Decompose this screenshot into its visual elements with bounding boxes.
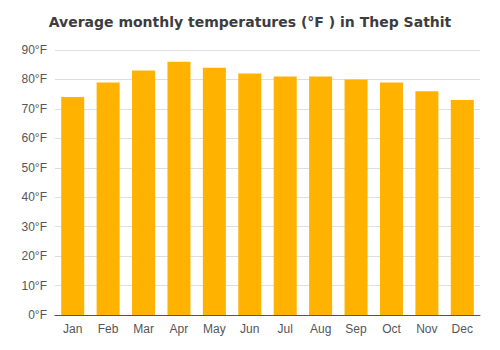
svg-text:May: May	[203, 322, 226, 336]
svg-text:Jul: Jul	[278, 322, 293, 336]
svg-text:40°F: 40°F	[22, 190, 47, 204]
svg-text:Feb: Feb	[98, 322, 119, 336]
svg-text:50°F: 50°F	[22, 161, 47, 175]
svg-text:0°F: 0°F	[28, 308, 47, 322]
svg-text:Mar: Mar	[133, 322, 154, 336]
svg-text:Nov: Nov	[416, 322, 437, 336]
svg-text:Aug: Aug	[310, 322, 331, 336]
svg-text:20°F: 20°F	[22, 249, 47, 263]
svg-text:Oct: Oct	[382, 322, 401, 336]
svg-text:10°F: 10°F	[22, 279, 47, 293]
svg-text:Jun: Jun	[240, 322, 259, 336]
svg-text:90°F: 90°F	[22, 43, 47, 57]
svg-text:Sep: Sep	[345, 322, 367, 336]
svg-text:80°F: 80°F	[22, 72, 47, 86]
svg-text:Dec: Dec	[452, 322, 473, 336]
svg-text:Average monthly temperatures (: Average monthly temperatures (°F ) in Th…	[49, 14, 452, 30]
svg-text:70°F: 70°F	[22, 102, 47, 116]
svg-text:Jan: Jan	[63, 322, 82, 336]
svg-text:Apr: Apr	[170, 322, 189, 336]
svg-text:30°F: 30°F	[22, 220, 47, 234]
svg-text:60°F: 60°F	[22, 131, 47, 145]
